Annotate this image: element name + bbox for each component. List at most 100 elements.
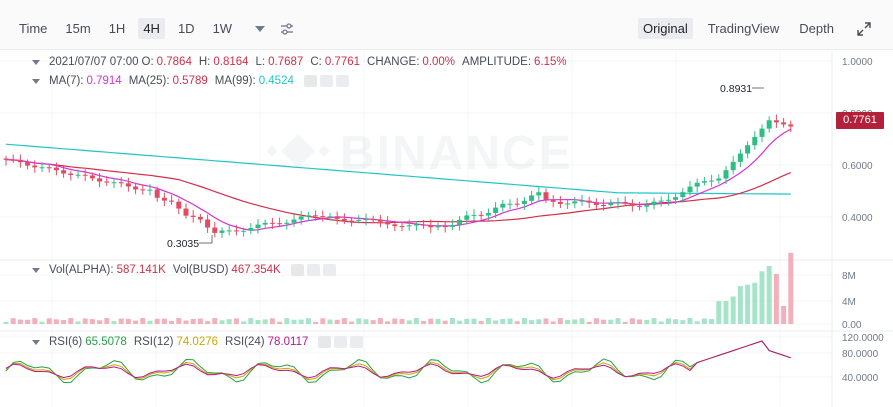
- candle-body: [413, 224, 419, 226]
- candle-body: [521, 200, 527, 205]
- candle-body: [277, 223, 283, 225]
- volume-bar: [370, 320, 376, 324]
- view-depth[interactable]: Depth: [799, 21, 834, 36]
- interval-4h[interactable]: 4H: [138, 18, 165, 39]
- candle-body: [104, 181, 110, 183]
- close-icon[interactable]: [335, 75, 349, 87]
- fullscreen-expand-icon[interactable]: [857, 21, 871, 36]
- candle-body: [680, 192, 686, 198]
- candle-body: [759, 128, 765, 137]
- view-original[interactable]: Original: [637, 18, 693, 39]
- volume-bar: [219, 320, 225, 324]
- candle-body: [3, 158, 9, 160]
- volume-bar: [197, 318, 203, 324]
- price-axis-label: 1.0000: [842, 57, 873, 68]
- candle-body: [140, 189, 146, 191]
- candle-body: [493, 207, 499, 213]
- change-value: 0.00%: [422, 56, 456, 68]
- candle-body: [485, 212, 491, 216]
- settings-sliders-icon[interactable]: [279, 21, 295, 37]
- candle-body: [226, 230, 232, 232]
- interval-1d[interactable]: 1D: [177, 21, 195, 36]
- volume-bar: [104, 318, 110, 324]
- candle-body: [68, 173, 74, 176]
- candle-body: [89, 175, 95, 179]
- volume-bar: [205, 321, 211, 324]
- volume-bar: [428, 318, 434, 324]
- candle-body: [514, 203, 520, 205]
- volume-bar: [723, 300, 729, 324]
- close-icon[interactable]: [322, 264, 336, 276]
- candle-body: [39, 167, 45, 169]
- volume-bar: [730, 296, 736, 324]
- candle-body: [313, 215, 319, 217]
- candle-body: [608, 203, 614, 206]
- candle-body: [449, 225, 455, 227]
- volume-bar: [327, 319, 333, 324]
- candlestick-chart[interactable]: BINANCE 0.8931 0.3035 1.0000 0.8000 0.60…: [0, 51, 893, 407]
- candle-body: [53, 167, 59, 171]
- candle-body: [687, 186, 693, 193]
- low-marker-label: 0.3035: [167, 238, 199, 250]
- candle-body: [183, 208, 189, 216]
- close-icon[interactable]: [350, 336, 364, 348]
- volume-bar: [169, 320, 175, 324]
- volume-bar: [615, 318, 621, 324]
- candle-body: [701, 181, 707, 183]
- more-intervals-chevron-down-icon[interactable]: [255, 25, 266, 32]
- volume-bar: [17, 319, 23, 324]
- candle-body: [25, 162, 31, 166]
- settings-icon[interactable]: [319, 75, 333, 87]
- eye-icon[interactable]: [303, 75, 317, 87]
- volume-bar: [629, 318, 635, 324]
- eye-icon[interactable]: [318, 336, 332, 348]
- volume-bar: [320, 318, 326, 324]
- candle-body: [169, 200, 175, 202]
- volume-bar: [665, 318, 671, 324]
- ma-legend: MA(7): 0.7914 MA(25): 0.5789 MA(99): 0.4524: [32, 75, 349, 87]
- candle-body: [593, 202, 599, 205]
- settings-icon[interactable]: [306, 264, 320, 276]
- candle-body: [197, 216, 203, 220]
- rsi6-line: [5, 340, 791, 384]
- eye-icon[interactable]: [290, 264, 304, 276]
- ma7-value: 0.7914: [86, 75, 122, 87]
- collapse-chevron-down-icon[interactable]: [32, 339, 40, 345]
- open-value: 0.7864: [156, 56, 192, 68]
- candle-body: [46, 167, 52, 169]
- view-tradingview[interactable]: TradingView: [707, 21, 780, 36]
- volume-bar: [752, 282, 758, 324]
- candle-body: [730, 161, 736, 171]
- candle-body: [500, 203, 506, 208]
- candle-body: [615, 201, 621, 204]
- interval-time[interactable]: Time: [19, 21, 48, 36]
- ma99-line: [5, 143, 791, 195]
- rsi-axis-label: 120.0000: [842, 333, 884, 344]
- candle-date: 2021/07/07 07:00: [49, 56, 139, 68]
- candle-body: [284, 222, 290, 224]
- collapse-chevron-down-icon[interactable]: [32, 78, 40, 84]
- volume-bar: [514, 321, 520, 324]
- interval-1w[interactable]: 1W: [212, 21, 233, 36]
- volume-bar: [291, 319, 297, 324]
- collapse-chevron-down-icon[interactable]: [32, 267, 40, 273]
- settings-icon[interactable]: [334, 336, 348, 348]
- volume-bar: [586, 321, 592, 324]
- candle-body: [111, 182, 117, 184]
- volume-bar: [694, 321, 700, 324]
- candle-body: [665, 199, 671, 201]
- candle-body: [694, 182, 700, 187]
- price-axis-label: 0.4000: [842, 213, 873, 224]
- volume-bar: [550, 321, 556, 324]
- candle-body: [97, 178, 103, 182]
- candle-body: [579, 200, 585, 202]
- rsi24-value: 78.0117: [267, 336, 309, 348]
- volume-bar: [385, 321, 391, 324]
- candle-body: [471, 214, 477, 216]
- volume-axis: 8M 4M 0.00: [842, 271, 862, 331]
- interval-1h[interactable]: 1H: [108, 21, 126, 36]
- volume-bar: [277, 321, 283, 324]
- volume-bar: [241, 321, 247, 324]
- interval-15m[interactable]: 15m: [65, 21, 91, 36]
- collapse-chevron-down-icon[interactable]: [32, 59, 40, 65]
